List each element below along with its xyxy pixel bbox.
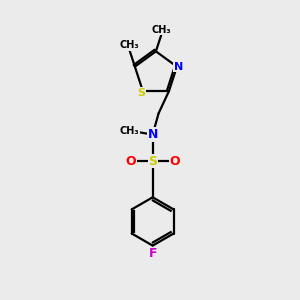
Text: N: N — [148, 128, 158, 141]
Text: CH₃: CH₃ — [120, 40, 140, 50]
Text: O: O — [169, 154, 180, 168]
Text: N: N — [174, 61, 183, 72]
Text: S: S — [137, 88, 146, 98]
Text: CH₃: CH₃ — [152, 25, 171, 35]
Text: F: F — [148, 247, 157, 260]
Text: CH₃: CH₃ — [120, 126, 140, 136]
Text: S: S — [148, 154, 157, 168]
Text: O: O — [126, 154, 136, 168]
